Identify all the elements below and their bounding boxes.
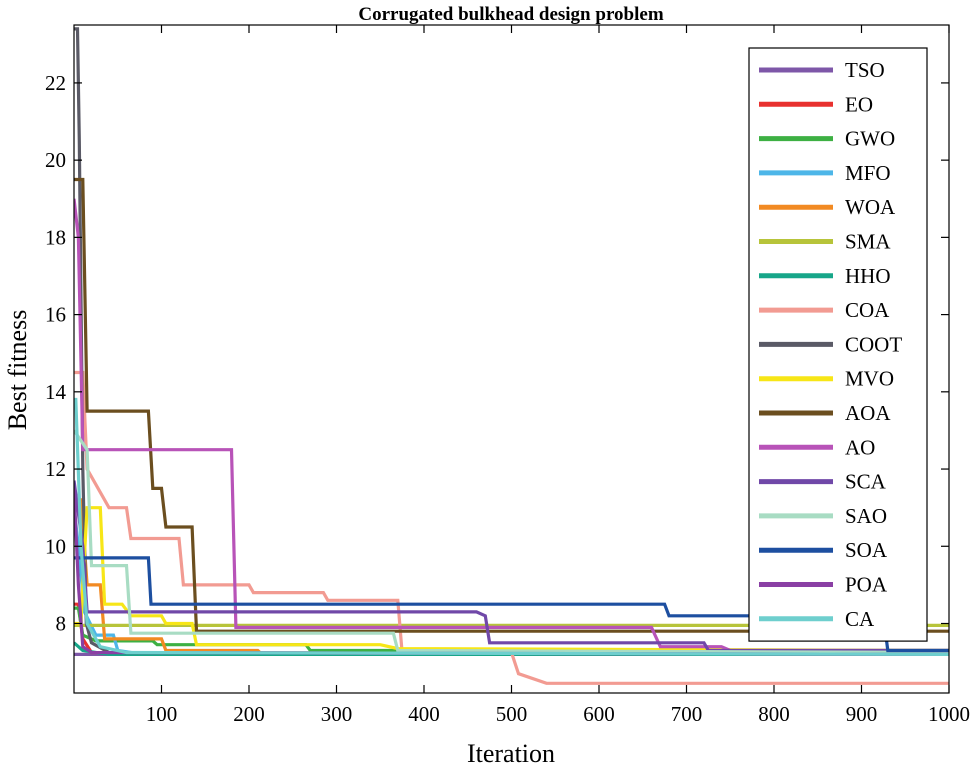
x-tick-label: 600 (583, 702, 615, 726)
legend-label-ao: AO (845, 435, 875, 459)
y-tick-label: 8 (56, 611, 67, 635)
x-tick-label: 500 (496, 702, 528, 726)
x-tick-label: 700 (671, 702, 703, 726)
axes: 100 200 300 400 500 600 700 800 900 1000 8 10 12 14 16… (45, 24, 970, 726)
chart-title: Corrugated bulkhead design problem (358, 4, 663, 25)
x-tick-label: 300 (321, 702, 353, 726)
x-tick-label: 400 (408, 702, 440, 726)
legend-label-gwo: GWO (845, 127, 895, 151)
legend-label-poa: POA (845, 573, 888, 597)
x-tick-label: 900 (846, 702, 878, 726)
legend-label-soa: SOA (845, 538, 888, 562)
legend-box (748, 47, 928, 642)
x-tick-label: 100 (146, 702, 178, 726)
legend-label-sca: SCA (845, 470, 887, 494)
y-tick-label: 16 (45, 303, 66, 327)
legend-label-mvo: MVO (845, 367, 894, 391)
y-tick-label: 22 (45, 71, 66, 95)
legend-label-tso: TSO (845, 58, 885, 82)
legend-label-eo: EO (845, 92, 873, 116)
y-tick-label: 20 (45, 148, 66, 172)
legend-label-aoa: AOA (845, 401, 891, 425)
series-layer (74, 27, 949, 685)
legend-label-woa: WOA (845, 195, 896, 219)
legend-label-coa: COA (845, 298, 890, 322)
legend-label-hho: HHO (845, 264, 891, 288)
legend-label-ca: CA (845, 607, 875, 631)
legend-label-sma: SMA (845, 230, 891, 254)
x-tick-label: 800 (758, 702, 790, 726)
x-tick-label: 200 (233, 702, 265, 726)
series-line-sao (74, 429, 949, 655)
x-tick-label: 1000 (928, 702, 970, 726)
y-axis-label: Best fitness (3, 310, 32, 431)
legend-label-coot: COOT (845, 332, 902, 356)
legend-label-sao: SAO (845, 504, 887, 528)
x-axis-label: Iteration (467, 739, 555, 768)
y-tick-label: 12 (45, 457, 66, 481)
series-line-aoa (74, 177, 949, 633)
series-line-ao (74, 198, 949, 653)
y-tick-label: 18 (45, 225, 66, 249)
y-tick-label: 10 (45, 534, 66, 558)
legend: TSO EO GWO MFO WOA SMA HHO COA COOT MVO AOA AO SCA SA… (748, 47, 928, 642)
legend-label-mfo: MFO (845, 161, 891, 185)
series-line-soa (74, 556, 949, 653)
y-tick-label: 14 (45, 380, 67, 404)
series-line-coa (74, 370, 949, 685)
series-line-ca (74, 397, 949, 656)
